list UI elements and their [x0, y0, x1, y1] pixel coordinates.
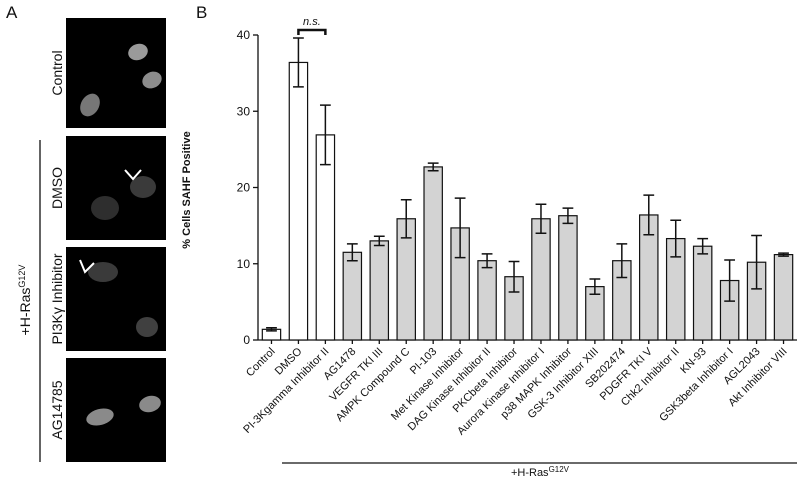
error-bar — [454, 197, 466, 259]
error-bar — [724, 259, 736, 302]
image-label: PI3Kγ Inhibitor — [49, 253, 65, 344]
bar — [369, 240, 390, 341]
bar — [558, 215, 578, 341]
micrograph-control — [66, 18, 166, 128]
error-bar — [670, 219, 682, 258]
annotation: n.s. — [303, 16, 321, 28]
panel-label: B — [196, 3, 207, 22]
y-tick-label: 40 — [237, 28, 251, 42]
bar — [477, 260, 497, 341]
y-tick-label: 20 — [237, 181, 251, 195]
group-label: +H-RasG12V — [511, 465, 570, 479]
bar — [773, 254, 794, 341]
group-label-text: +H-Ras — [511, 467, 549, 479]
image-label: Control — [49, 50, 65, 95]
bar — [315, 134, 336, 341]
bar — [531, 218, 551, 341]
error-bar — [616, 243, 628, 279]
y-axis-label: % Cells SAHF Positive — [181, 131, 193, 248]
bar — [342, 251, 363, 341]
bar — [423, 166, 443, 341]
error-bar — [481, 253, 493, 269]
error-bar — [535, 203, 547, 234]
group-label-sup: G12V — [17, 265, 27, 288]
bar — [692, 245, 713, 341]
error-bar — [643, 194, 655, 236]
micrograph-dmso — [66, 136, 166, 240]
error-bar — [697, 237, 709, 255]
group-label: +H-RasG12V — [17, 265, 33, 336]
micrograph-pi3k — [66, 247, 166, 351]
error-bar — [400, 198, 412, 239]
error-bar — [508, 260, 520, 293]
error-bar — [427, 162, 439, 172]
error-bar — [266, 327, 277, 332]
y-tick-label: 0 — [243, 333, 250, 347]
error-bar — [373, 235, 385, 247]
error-bar — [293, 37, 304, 88]
y-tick-label: 30 — [237, 104, 251, 118]
error-bar — [778, 252, 789, 257]
error-bar — [589, 278, 601, 295]
micrograph-ag14785 — [66, 358, 166, 462]
significance-bracket — [297, 28, 327, 35]
error-bar — [751, 234, 762, 290]
y-tick-label: 10 — [237, 257, 251, 271]
error-bar — [319, 104, 331, 166]
panel-label: A — [6, 3, 18, 22]
image-label: DMSO — [49, 167, 65, 209]
group-label-sup: G12V — [549, 465, 570, 474]
group-label-text: +H-Ras — [17, 288, 33, 336]
error-bar — [562, 207, 574, 225]
x-tick-label: Control — [244, 346, 278, 380]
bar — [288, 61, 309, 341]
error-bar — [346, 243, 358, 262]
image-label: AG14785 — [49, 380, 65, 439]
